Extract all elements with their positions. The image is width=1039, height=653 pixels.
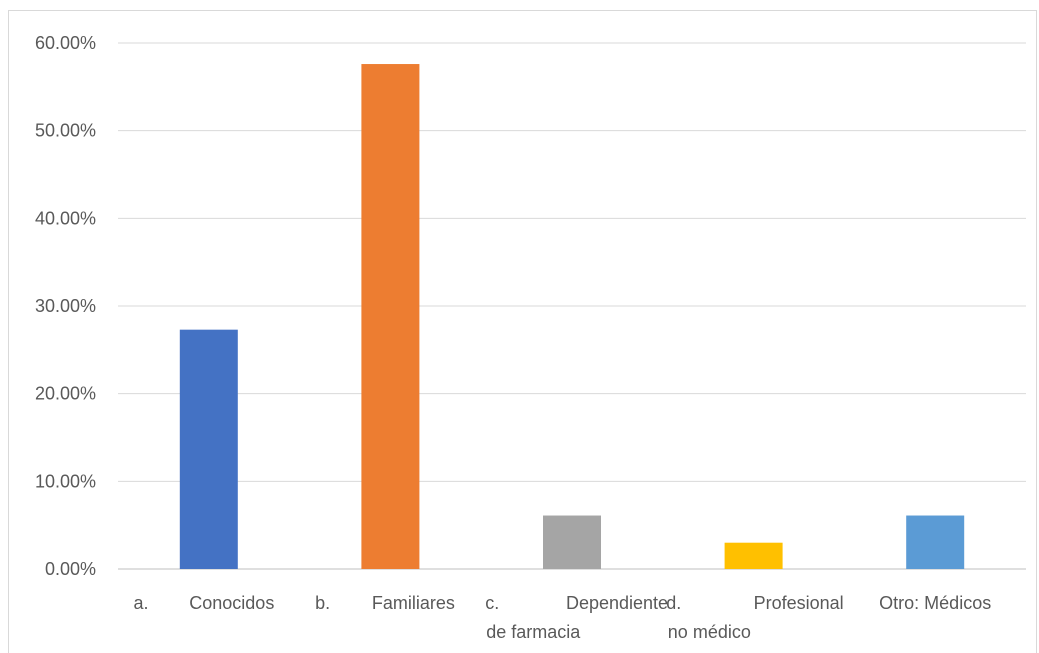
bar-5 <box>906 515 965 569</box>
x-tick-label-line2: no médico <box>668 622 751 642</box>
y-tick-label: 40.00% <box>35 208 96 228</box>
y-tick-label: 0.00% <box>45 559 96 579</box>
bar-4 <box>724 542 783 569</box>
bar-1 <box>179 329 238 569</box>
bar-2 <box>361 64 420 569</box>
y-tick-label: 30.00% <box>35 296 96 316</box>
x-tick-marker: c. <box>485 593 499 613</box>
x-tick-label: Familiares <box>372 593 455 613</box>
y-tick-label: 50.00% <box>35 121 96 141</box>
x-tick-marker: d. <box>666 593 681 613</box>
x-tick-label: Conocidos <box>189 593 274 613</box>
x-tick-label-line2: de farmacia <box>486 622 581 642</box>
bar-3 <box>543 515 601 569</box>
x-tick-label: Profesional <box>754 593 844 613</box>
x-tick-marker: b. <box>315 593 330 613</box>
y-tick-label: 20.00% <box>35 384 96 404</box>
y-tick-label: 10.00% <box>35 471 96 491</box>
x-tick-marker: a. <box>133 593 148 613</box>
x-tick-label: Otro: Médicos <box>879 593 991 613</box>
x-tick-label: Dependiente <box>566 593 668 613</box>
y-tick-label: 60.00% <box>35 33 96 53</box>
chart-frame <box>8 10 1037 653</box>
